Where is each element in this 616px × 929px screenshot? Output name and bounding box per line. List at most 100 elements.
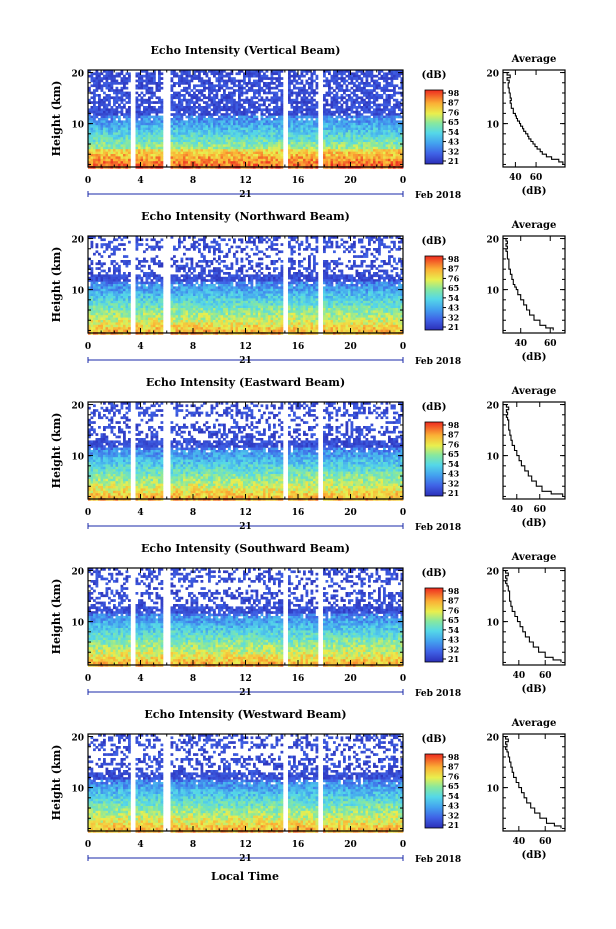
date-day: 21 [239, 854, 252, 864]
profile-x-label: (dB) [522, 352, 547, 363]
profile-frame [502, 401, 566, 500]
y-axis-label: Height (km) [50, 413, 63, 489]
profile-line [505, 238, 554, 331]
panel-1: Echo Intensity (Vertical Beam) 20 10 Height… [50, 44, 566, 201]
date-day: 21 [239, 688, 252, 698]
x-tick-label: 8 [190, 176, 196, 186]
colorbar-tick-label: 65 [448, 781, 459, 791]
x-tick-label: 16 [292, 176, 305, 186]
date-month: Feb 2018 [415, 357, 461, 367]
colorbar-tick-label: 43 [448, 801, 460, 811]
date-month: Feb 2018 [415, 523, 461, 533]
x-tick-label: 0 [85, 342, 91, 352]
x-tick-label: 0 [85, 674, 91, 684]
colorbar-tick-label: 76 [448, 605, 460, 615]
colorbar-tick-label: 98 [448, 752, 460, 762]
heatmap [88, 568, 404, 667]
colorbar-unit: (dB) [422, 402, 447, 413]
y-tick-label: 10 [71, 453, 84, 463]
x-tick-label: 12 [239, 674, 252, 684]
heatmap [88, 402, 404, 501]
colorbar-tick-label: 54 [448, 791, 460, 801]
colorbar [424, 255, 444, 331]
colorbar-tick-label: 21 [448, 156, 459, 166]
colorbar [424, 587, 444, 663]
x-tick-label: 20 [344, 176, 357, 186]
colorbar-tick-label: 65 [448, 117, 459, 127]
colorbar-tick-label: 76 [448, 439, 460, 449]
x-tick-label: 8 [190, 508, 196, 518]
colorbar-tick-label: 98 [448, 254, 460, 264]
colorbar-tick-label: 98 [448, 88, 460, 98]
profile-frame [502, 733, 566, 832]
x-tick-label: 16 [292, 342, 305, 352]
colorbar-tick-label: 32 [448, 478, 459, 488]
y-axis-label: Height (km) [50, 745, 63, 821]
profile-title: Average [511, 718, 557, 729]
profile-x-tick-label: 40 [514, 339, 527, 349]
x-tick-label: 0 [400, 176, 406, 186]
colorbar-tick-label: 43 [448, 303, 460, 313]
colorbar-tick-label: 65 [448, 615, 459, 625]
date-month: Feb 2018 [415, 689, 461, 699]
x-axis-label: Local Time [211, 870, 279, 883]
profile-y-tick-label: 10 [486, 287, 499, 297]
y-tick-label: 20 [71, 402, 84, 412]
profile-x-label: (dB) [522, 850, 547, 861]
x-tick-label: 12 [239, 508, 252, 518]
x-tick-label: 8 [190, 840, 196, 850]
profile-line [506, 72, 564, 165]
profile-x-tick-label: 40 [513, 671, 526, 681]
y-axis-label: Height (km) [50, 81, 63, 157]
date-day: 21 [239, 190, 252, 200]
heatmap [88, 70, 404, 169]
x-tick-label: 12 [239, 840, 252, 850]
x-tick-label: 0 [400, 342, 406, 352]
x-tick-label: 20 [344, 674, 357, 684]
profile-x-label: (dB) [522, 186, 547, 197]
profile-y-tick-label: 20 [486, 236, 499, 246]
x-tick-label: 4 [137, 508, 143, 518]
y-tick-label: 10 [71, 785, 84, 795]
colorbar [424, 89, 444, 165]
colorbar-tick-label: 54 [448, 127, 460, 137]
profile-x-tick-label: 60 [544, 339, 557, 349]
colorbar-tick-label: 32 [448, 644, 459, 654]
x-tick-label: 16 [292, 508, 305, 518]
profile-line [505, 570, 562, 663]
profile-x-tick-label: 40 [513, 837, 526, 847]
colorbar-tick-label: 21 [448, 820, 459, 830]
colorbar-tick-label: 76 [448, 771, 460, 781]
colorbar-unit: (dB) [422, 568, 447, 579]
panel-title: Echo Intensity (Southward Beam) [141, 542, 350, 555]
profile-y-tick-label: 10 [486, 619, 499, 629]
y-axis-label: Height (km) [50, 579, 63, 655]
date-day: 21 [239, 522, 252, 532]
y-tick-label: 20 [71, 568, 84, 578]
x-tick-label: 16 [292, 674, 305, 684]
profile-x-tick-label: 40 [511, 505, 524, 515]
profile-title: Average [511, 386, 557, 397]
colorbar-tick-label: 76 [448, 273, 460, 283]
heatmap [88, 734, 404, 833]
panel-title: Echo Intensity (Northward Beam) [141, 210, 350, 223]
profile-x-label: (dB) [522, 518, 547, 529]
profile-title: Average [511, 552, 557, 563]
profile-y-tick-label: 20 [486, 568, 499, 578]
colorbar-tick-label: 43 [448, 469, 460, 479]
colorbar [424, 421, 444, 497]
colorbar-tick-label: 87 [448, 762, 459, 772]
y-tick-label: 10 [71, 619, 84, 629]
colorbar-tick-label: 21 [448, 322, 459, 332]
profile-x-tick-label: 60 [530, 173, 543, 183]
colorbar-tick-label: 54 [448, 459, 460, 469]
x-tick-label: 20 [344, 508, 357, 518]
y-tick-label: 20 [71, 734, 84, 744]
colorbar [424, 753, 444, 829]
x-tick-label: 8 [190, 342, 196, 352]
profile-y-tick-label: 10 [486, 121, 499, 131]
heatmap [88, 236, 404, 335]
profile-line [505, 404, 564, 497]
profile-y-tick-label: 20 [486, 402, 499, 412]
colorbar-tick-label: 21 [448, 488, 459, 498]
